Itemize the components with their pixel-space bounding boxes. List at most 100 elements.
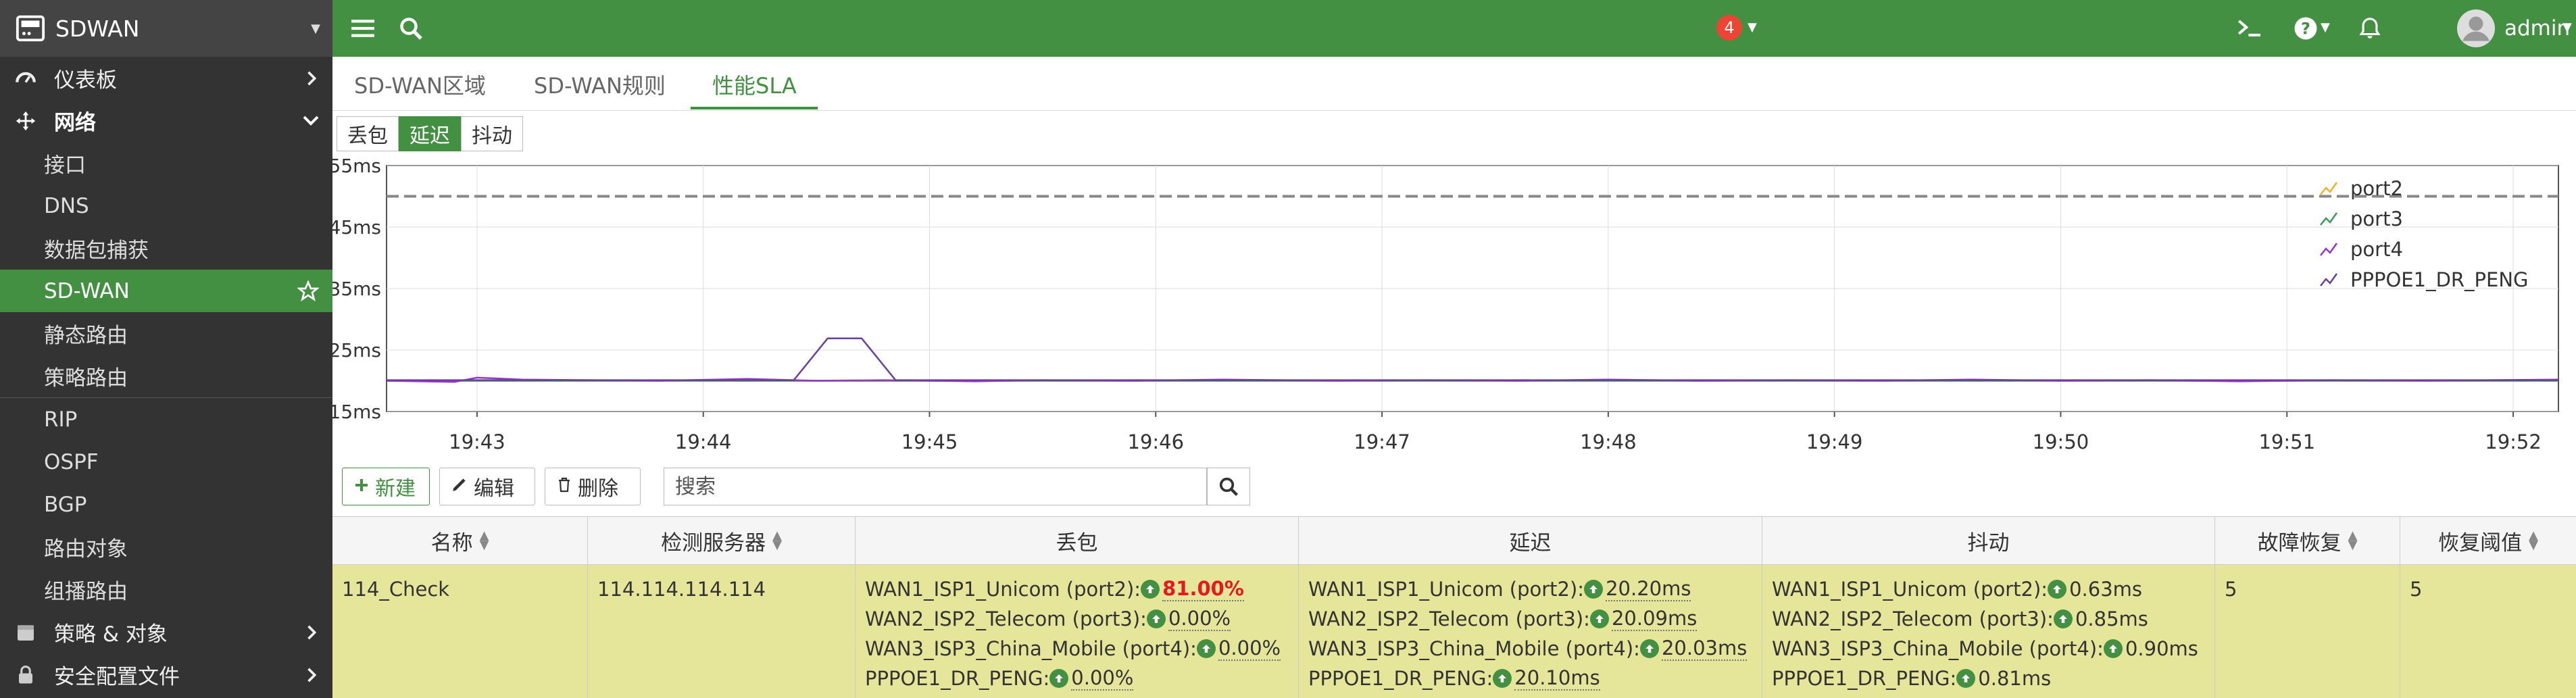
new-button[interactable]: 新建: [342, 468, 430, 505]
loss-member-label: PPPOE1_DR_PENG:: [865, 667, 1050, 690]
jitter-value: 0.85ms: [2075, 607, 2148, 630]
sidebar-item-bgp[interactable]: BGP: [0, 483, 332, 526]
y-tick-label: 45ms: [332, 216, 381, 239]
arrow-up-circle-icon: [2048, 580, 2067, 599]
sidebar-brand-header[interactable]: SDWAN ▼: [0, 0, 332, 57]
latency-value[interactable]: 20.20ms: [1606, 577, 1691, 601]
column-header-label: 故障恢复: [2257, 530, 2342, 555]
user-name[interactable]: admin: [2504, 16, 2571, 41]
sidebar-item-sd-wan[interactable]: SD-WAN: [0, 270, 332, 312]
sidebar-item-multicast[interactable]: 组播路由: [0, 568, 332, 611]
column-header-failover[interactable]: 故障恢复 ▲ ▼: [2215, 516, 2400, 565]
latency-member-label: WAN1_ISP1_Unicom (port2):: [1308, 578, 1585, 601]
latency-line: WAN1_ISP1_Unicom (port2): 20.20ms: [1308, 574, 1752, 604]
latency-value[interactable]: 20.09ms: [1611, 607, 1698, 631]
sidebar-item-network[interactable]: 网络: [0, 99, 332, 142]
jitter-line: PPPOE1_DR_PENG: 0.81ms: [1772, 664, 2205, 693]
tab-sd-wan-zones[interactable]: SD-WAN区域: [354, 73, 486, 99]
delete-button[interactable]: 删除: [545, 468, 641, 505]
y-tick-label: 35ms: [332, 278, 381, 300]
name-value: 114_Check: [342, 578, 450, 601]
sidebar-item-policy-routes[interactable]: 策略路由: [0, 355, 332, 397]
latency-value[interactable]: 20.03ms: [1661, 637, 1748, 661]
jitter-member-label: WAN2_ISP2_Telecom (port3):: [1772, 607, 2054, 630]
edit-button[interactable]: 编辑: [439, 468, 535, 505]
arrow-up-circle-icon: [1956, 669, 1976, 688]
latency-value[interactable]: 20.10ms: [1514, 666, 1600, 691]
jitter-member-label: WAN1_ISP1_Unicom (port2):: [1772, 578, 2048, 601]
jitter-value: 0.63ms: [2069, 578, 2143, 601]
loss-value[interactable]: 81.00%: [1162, 577, 1244, 601]
device-icon: [16, 15, 45, 42]
failover-value: 5: [2225, 578, 2237, 601]
sidebar-item-routing-objects[interactable]: 路由对象: [0, 526, 332, 568]
sidebar-item-label: 策略 & 对象: [54, 622, 168, 647]
delete-button-label: 删除: [578, 477, 618, 501]
sidebar-item-dns[interactable]: DNS: [0, 184, 332, 227]
loss-line: PPPOE1_DR_PENG: 0.00%: [865, 664, 1289, 693]
help-icon[interactable]: ?: [2294, 16, 2318, 41]
column-header-label: 延迟: [1509, 530, 1552, 555]
metric-toggle-latency[interactable]: 延迟: [399, 116, 461, 151]
bell-icon[interactable]: [2358, 16, 2381, 41]
loss-line: WAN1_ISP1_Unicom (port2): 81.00%: [865, 574, 1289, 604]
sidebar-item-packet-capture[interactable]: 数据包捕获: [0, 227, 332, 270]
loss-value[interactable]: 0.00%: [1168, 607, 1231, 631]
jitter-member-label: PPPOE1_DR_PENG:: [1772, 667, 1957, 690]
column-header-label: 抖动: [1967, 530, 2010, 555]
sidebar-item-label: 数据包捕获: [44, 239, 149, 263]
chevron-down-icon: ▼: [2562, 20, 2572, 34]
star-icon[interactable]: [297, 280, 319, 302]
dashboard-icon: [12, 65, 39, 92]
jitter-value: 0.81ms: [1978, 667, 2052, 690]
x-tick-label: 19:51: [2258, 430, 2315, 453]
sidebar-item-dashboard[interactable]: 仪表板: [0, 57, 332, 99]
arrow-up-circle-icon: [1141, 580, 1160, 599]
cli-console-icon[interactable]: [2237, 18, 2262, 39]
search-button[interactable]: [1207, 468, 1250, 505]
loss-value[interactable]: 0.00%: [1218, 637, 1281, 661]
pencil-icon: [451, 475, 468, 499]
arrow-up-circle-icon: [1589, 609, 1609, 628]
sidebar-item-security-profiles[interactable]: 安全配置文件: [0, 653, 332, 696]
sidebar-item-label: 安全配置文件: [54, 665, 180, 689]
arrow-up-circle-icon: [1493, 669, 1512, 688]
tab-performance-sla[interactable]: 性能SLA: [712, 73, 797, 99]
series-line-pppoe1_dr_peng: [387, 337, 2558, 381]
column-header-name[interactable]: 名称 ▲ ▼: [332, 516, 588, 565]
sidebar-item-rip[interactable]: RIP: [0, 398, 332, 441]
hamburger-menu-icon[interactable]: [351, 18, 374, 39]
avatar[interactable]: [2457, 9, 2495, 47]
latency-chart: 15ms 25ms 35ms 45ms 55ms 19:43 19:44 19:45 19:46…: [332, 155, 2559, 453]
chevron-down-icon: ▼: [2321, 20, 2330, 34]
sidebar-item-policy-objects[interactable]: 策略 & 对象: [0, 611, 332, 653]
legend-label: PPPOE1_DR_PENG: [2350, 268, 2529, 291]
column-header-label: 恢复阈值: [2438, 530, 2523, 555]
metric-toggle-packet-loss[interactable]: 丢包: [337, 116, 399, 151]
jitter-line: WAN2_ISP2_Telecom (port3): 0.85ms: [1772, 604, 2205, 634]
search-input[interactable]: [664, 468, 1207, 505]
y-tick-label: 55ms: [332, 155, 381, 177]
sidebar-item-label: 仪表板: [54, 68, 117, 93]
sidebar-item-label: 接口: [44, 153, 86, 178]
legend-swatch: [2320, 182, 2338, 195]
notification-count-badge: 4: [1716, 15, 1742, 41]
sidebar-item-ospf[interactable]: OSPF: [0, 441, 332, 483]
column-header-latency: 延迟: [1299, 516, 1762, 565]
search-icon[interactable]: [399, 16, 423, 41]
loss-value[interactable]: 0.00%: [1071, 666, 1134, 691]
arrow-up-circle-icon: [2103, 639, 2123, 658]
table-row[interactable]: [332, 565, 2576, 698]
trash-icon: [556, 475, 572, 499]
plus-icon: [353, 475, 370, 499]
metric-toggle-jitter[interactable]: 抖动: [461, 116, 523, 151]
arrow-up-circle-icon: [1639, 639, 1659, 658]
sidebar-item-static-routes[interactable]: 静态路由: [0, 312, 332, 355]
column-header-recovery[interactable]: 恢复阈值 ▲ ▼: [2400, 516, 2576, 565]
column-header-server[interactable]: 检测服务器 ▲ ▼: [588, 516, 856, 565]
sidebar: SDWAN ▼ 仪表板 网络 接口 DNS 数据包捕获 SD-WAN 静态路由 …: [0, 0, 332, 698]
tab-sd-wan-rules[interactable]: SD-WAN规则: [534, 73, 666, 99]
chevron-right-icon: [307, 71, 317, 85]
sidebar-item-interfaces[interactable]: 接口: [0, 142, 332, 184]
network-move-icon: [12, 107, 39, 134]
